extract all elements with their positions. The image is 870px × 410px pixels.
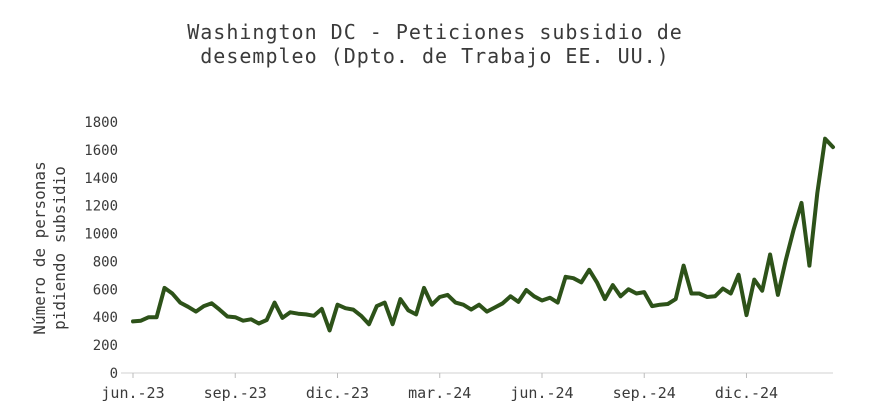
x-tick-label: dic.-23 bbox=[306, 384, 369, 402]
y-tick-label: 1200 bbox=[84, 199, 118, 215]
x-tick-label: mar.-24 bbox=[408, 384, 471, 402]
x-tick-label: jun.-24 bbox=[510, 384, 573, 402]
y-tick-label: 400 bbox=[93, 310, 118, 326]
y-axis-label-line2: pidiendo subsidio bbox=[50, 166, 69, 330]
chart-title-line2: desempleo (Dpto. de Trabajo EE. UU.) bbox=[200, 44, 670, 68]
x-tick-label: dic.-24 bbox=[715, 384, 778, 402]
chart-title: Washington DC - Peticiones subsidio de d… bbox=[0, 20, 870, 68]
y-axis-label-line1: Número de personas bbox=[30, 161, 49, 334]
y-tick-label: 1400 bbox=[84, 171, 118, 187]
y-tick-label: 800 bbox=[93, 254, 118, 270]
x-tick-label: sep.-24 bbox=[613, 384, 676, 402]
y-tick-label: 600 bbox=[93, 282, 118, 298]
y-tick-label: 200 bbox=[93, 338, 118, 354]
x-tick-label: sep.-23 bbox=[204, 384, 267, 402]
y-tick-label: 0 bbox=[110, 366, 118, 382]
y-tick-label: 1600 bbox=[84, 143, 118, 159]
x-tick-label: jun.-23 bbox=[101, 384, 164, 402]
y-tick-label: 1000 bbox=[84, 227, 118, 243]
chart-title-line1: Washington DC - Peticiones subsidio de bbox=[187, 20, 683, 44]
series-line bbox=[131, 136, 835, 333]
y-tick-label: 1800 bbox=[84, 115, 118, 131]
